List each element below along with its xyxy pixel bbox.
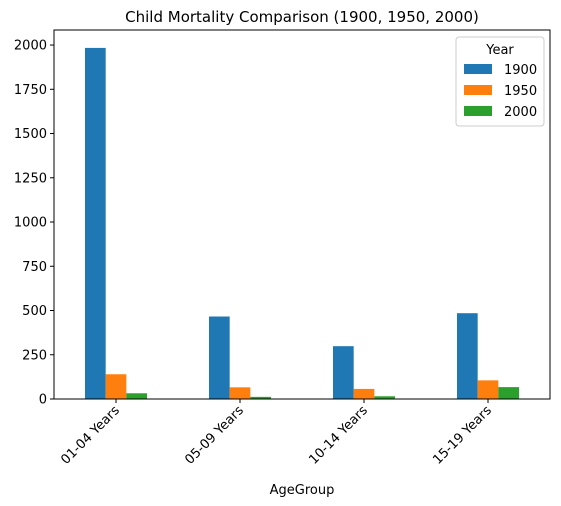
x-axis: 01-04 Years 05-09 Years 10-14 Years 15-19 Y… (58, 399, 495, 468)
legend-entry-1950: 1950 (504, 84, 537, 99)
y-tick-label: 750 (22, 260, 47, 275)
y-tick-label: 0 (39, 393, 47, 408)
legend: Year 1900 1950 2000 (455, 36, 545, 127)
y-tick-label: 1000 (14, 216, 47, 231)
legend-title: Year (485, 43, 514, 58)
plot-area-frame (53, 29, 551, 400)
legend-swatch-1950 (464, 85, 492, 95)
y-tick-label: 1750 (14, 83, 47, 98)
bar-1950-3 (477, 380, 499, 399)
legend-entry-1900: 1900 (504, 63, 537, 78)
bar-1900-2 (333, 346, 354, 399)
bar-2000-1 (250, 396, 271, 399)
bar-2000-0 (126, 393, 147, 399)
y-tick-label: 250 (22, 348, 47, 363)
bar-2000-3 (498, 387, 519, 399)
bars-layer (85, 47, 519, 399)
bar-2000-2 (374, 396, 395, 399)
legend-swatch-2000 (464, 106, 492, 116)
bar-1900-1 (209, 316, 230, 399)
x-tick-label: 10-14 Years (306, 403, 371, 468)
y-tick-label: 1500 (14, 127, 47, 142)
legend-swatch-1900 (464, 64, 492, 74)
y-axis: 0 250 500 750 1000 1250 1500 1750 2000 (14, 39, 54, 408)
x-axis-label: AgeGroup (270, 483, 335, 498)
chart-title: Child Mortality Comparison (1900, 1950, … (125, 8, 479, 26)
x-tick-label: 15-19 Years (430, 403, 495, 468)
bar-1900-3 (457, 313, 478, 399)
legend-entry-2000: 2000 (504, 105, 537, 120)
bar-1900-0 (85, 47, 106, 399)
x-tick-label: 01-04 Years (58, 403, 123, 468)
bar-1950-0 (105, 374, 127, 399)
bar-1950-2 (353, 388, 375, 399)
legend-box (455, 36, 545, 127)
y-tick-label: 500 (22, 304, 47, 319)
y-tick-label: 2000 (14, 39, 47, 54)
x-tick-label: 05-09 Years (182, 403, 247, 468)
y-tick-label: 1250 (14, 171, 47, 186)
bar-1950-1 (229, 387, 251, 399)
